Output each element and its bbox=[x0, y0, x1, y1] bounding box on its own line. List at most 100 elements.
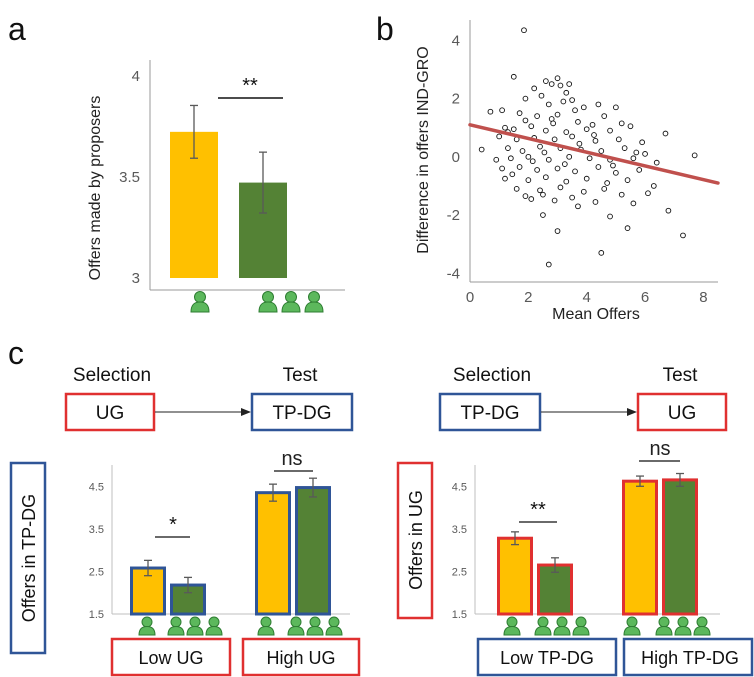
chart-c-right-bar bbox=[662, 478, 698, 616]
chart-b-xtick: 0 bbox=[466, 289, 474, 306]
chart-b-point bbox=[563, 89, 570, 96]
chart-b-point bbox=[575, 119, 581, 125]
chart-b-point bbox=[624, 225, 631, 231]
chart-b-point bbox=[645, 190, 651, 197]
chart-b-xtick: 8 bbox=[699, 289, 707, 306]
chart-b-point bbox=[561, 161, 568, 167]
chart-b-point bbox=[630, 155, 637, 162]
chart-b-point bbox=[566, 81, 573, 87]
chart-b-point bbox=[589, 121, 596, 128]
chart-c-right-sig-high: ns bbox=[649, 438, 670, 460]
chart-b-point bbox=[529, 158, 536, 165]
chart-b-point bbox=[528, 123, 535, 130]
chart-b-point bbox=[522, 117, 529, 124]
chart-b-point bbox=[487, 108, 494, 115]
chart-b-point bbox=[665, 207, 672, 214]
panel-label-a: a bbox=[8, 11, 26, 47]
chart-b-point bbox=[496, 133, 503, 140]
chart-b-point bbox=[522, 193, 529, 199]
chart-c-right-sig-low: ** bbox=[530, 499, 546, 521]
chart-b-point bbox=[507, 155, 514, 162]
flow-left-selection-box bbox=[64, 392, 156, 432]
chart-c-left-group-box-low bbox=[110, 637, 232, 677]
chart-b-xtick: 6 bbox=[641, 289, 649, 306]
chart-b-point bbox=[554, 228, 561, 234]
chart-b-point bbox=[478, 146, 485, 153]
chart-b-point bbox=[528, 196, 535, 202]
three-persons-icon bbox=[655, 616, 711, 636]
chart-a: Offers made by proposers 3 3.5 4 ** bbox=[87, 60, 345, 313]
panel-label-b: b bbox=[376, 11, 394, 47]
chart-b-point bbox=[540, 191, 546, 198]
person-icon bbox=[190, 291, 210, 313]
chart-c-right-ylabel: Offers in UG bbox=[406, 490, 426, 590]
chart-b-point bbox=[531, 85, 538, 92]
chart-c-right-ytick: 2.5 bbox=[452, 566, 467, 578]
person-icon bbox=[257, 616, 275, 636]
chart-b-point bbox=[543, 174, 549, 181]
chart-c-left-ytick: 1.5 bbox=[89, 609, 104, 621]
person-icon bbox=[623, 616, 641, 636]
chart-b-point bbox=[551, 136, 558, 143]
chart-b-ylabel: Difference in offers IND-GRO bbox=[415, 46, 432, 253]
flow-left-selection-title: Selection bbox=[73, 365, 151, 386]
chart-c-left-ytick: 2.5 bbox=[89, 566, 104, 578]
panel-label-c: c bbox=[8, 335, 24, 371]
chart-a-ytick: 3 bbox=[132, 270, 140, 287]
chart-b-point bbox=[591, 132, 597, 138]
flow-right-selection-text: TP-DG bbox=[460, 403, 519, 424]
chart-b-point bbox=[636, 167, 643, 173]
chart-b-point bbox=[513, 185, 520, 192]
chart-c-left-bar bbox=[255, 491, 291, 616]
chart-b-point bbox=[499, 165, 505, 172]
chart-c-right-bar bbox=[537, 563, 573, 616]
chart-b-ytick: -4 bbox=[447, 265, 460, 282]
chart-c-left-sig-high: ns bbox=[281, 448, 302, 470]
chart-c-left-bar bbox=[130, 566, 166, 616]
chart-b-point bbox=[604, 180, 610, 186]
chart-b-point bbox=[691, 152, 698, 159]
chart-b-point bbox=[557, 184, 564, 191]
chart-b-point bbox=[598, 250, 605, 256]
chart-b-point bbox=[505, 145, 511, 151]
chart-b-point bbox=[543, 127, 549, 134]
chart-b-point bbox=[615, 136, 622, 143]
chart-b-point bbox=[510, 73, 517, 80]
chart-c-right-group-low: Low TP-DG bbox=[500, 648, 594, 668]
chart-b-ytick: 4 bbox=[452, 32, 460, 49]
chart-b-point bbox=[613, 104, 619, 111]
chart-b-point bbox=[569, 97, 575, 103]
chart-c-left-bars bbox=[130, 477, 331, 616]
chart-b-point bbox=[583, 126, 590, 133]
chart-c-right-bar bbox=[497, 536, 533, 616]
chart-b-point bbox=[580, 104, 587, 111]
chart-b-point bbox=[534, 167, 540, 173]
chart-c-right-ylabel-box bbox=[396, 461, 434, 620]
chart-b-point bbox=[680, 232, 686, 239]
chart-a-ytick: 3.5 bbox=[119, 169, 140, 186]
chart-c-right-group-box-low bbox=[476, 637, 618, 677]
chart-b-point bbox=[613, 169, 619, 176]
chart-b-point bbox=[569, 133, 575, 140]
chart-c-left-ylabel: Offers in TP-DG bbox=[19, 494, 39, 622]
flow-left: Selection Test UG TP-DG bbox=[64, 365, 354, 432]
chart-b-point bbox=[601, 113, 608, 119]
chart-c-right: Offers in UG 1.5 2.5 3.5 4.5 ** ns Low TP-D… bbox=[396, 438, 754, 677]
chart-b-point bbox=[618, 191, 625, 198]
chart-b-point bbox=[576, 140, 583, 147]
chart-b-point bbox=[519, 148, 526, 154]
flow-right-test-title: Test bbox=[663, 365, 699, 386]
chart-c-right-ytick: 3.5 bbox=[452, 524, 467, 536]
chart-b-point bbox=[627, 123, 634, 130]
chart-b-point bbox=[595, 101, 602, 108]
flow-right-selection-box bbox=[438, 392, 542, 432]
chart-b-point bbox=[642, 151, 648, 157]
chart-b-point bbox=[554, 75, 561, 82]
chart-c-left-ticks: 1.5 2.5 3.5 4.5 bbox=[89, 481, 104, 621]
chart-b-point bbox=[607, 213, 613, 220]
three-persons-icon bbox=[167, 616, 223, 636]
chart-b-point bbox=[563, 178, 570, 185]
chart-b-point bbox=[572, 168, 578, 175]
chart-b: Difference in offers IND-GRO Mean Offers… bbox=[415, 20, 720, 323]
chart-b-point bbox=[630, 200, 637, 207]
